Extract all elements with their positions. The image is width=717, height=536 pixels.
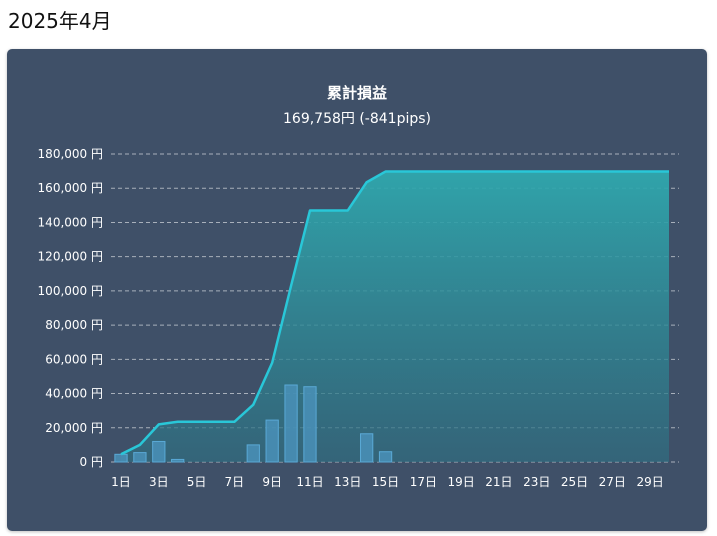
- cumulative-pnl-chart: 0 円 20,000 円 40,000 円 60,000 円 80,000 円 100,0…: [38, 147, 679, 489]
- cumulative-area: [121, 171, 669, 462]
- y-tick-label: 80,000 円: [45, 318, 103, 332]
- chart-title: 累計損益: [326, 84, 387, 102]
- y-tick-label: 140,000 円: [38, 215, 103, 229]
- y-tick-label: 20,000 円: [45, 421, 103, 435]
- x-tick-label: 17日: [410, 475, 437, 489]
- chart-subtitle: 169,758円 (-841pips): [283, 111, 431, 127]
- y-tick-label: 100,000 円: [38, 284, 103, 298]
- x-tick-label: 23日: [523, 475, 550, 489]
- x-tick-label: 29日: [636, 475, 663, 489]
- y-tick-label: 160,000 円: [38, 181, 103, 195]
- x-tick-label: 3日: [149, 475, 169, 489]
- y-tick-label: 0 円: [80, 455, 103, 469]
- daily-pnl-bar: [360, 433, 374, 463]
- daily-pnl-bar: [114, 453, 128, 463]
- y-tick-label: 180,000 円: [38, 147, 103, 161]
- cumulative-line: [120, 170, 669, 456]
- x-tick-label: 25日: [561, 475, 588, 489]
- page-title: 2025年4月: [8, 9, 112, 33]
- x-tick-label: 19日: [447, 475, 474, 489]
- daily-pnl-bar: [265, 419, 279, 463]
- x-tick-label: 13日: [334, 475, 361, 489]
- x-tick-label: 5日: [187, 475, 207, 489]
- daily-pnl-bar: [246, 444, 260, 463]
- daily-pnl-bar: [152, 440, 166, 463]
- daily-pnl-bar: [303, 386, 317, 463]
- y-tick-label: 40,000 円: [45, 387, 103, 401]
- y-tick-label: 60,000 円: [45, 352, 103, 366]
- daily-pnl-bar: [378, 451, 393, 463]
- x-tick-label: 7日: [225, 475, 245, 489]
- x-tick-label: 1日: [111, 475, 131, 489]
- y-tick-label: 120,000 円: [38, 250, 103, 264]
- x-tick-label: 27日: [599, 475, 626, 489]
- x-tick-label: 21日: [485, 475, 512, 489]
- daily-pnl-bar: [171, 458, 185, 463]
- x-tick-label: 9日: [262, 475, 282, 489]
- x-tick-label: 11日: [296, 475, 323, 489]
- x-tick-label: 15日: [372, 475, 399, 489]
- chart-card: 累計損益 169,758円 (-841pips) 0 円 20,000 円 40,0…: [7, 49, 707, 531]
- daily-pnl-bar: [133, 452, 147, 463]
- daily-pnl-bar: [284, 384, 298, 463]
